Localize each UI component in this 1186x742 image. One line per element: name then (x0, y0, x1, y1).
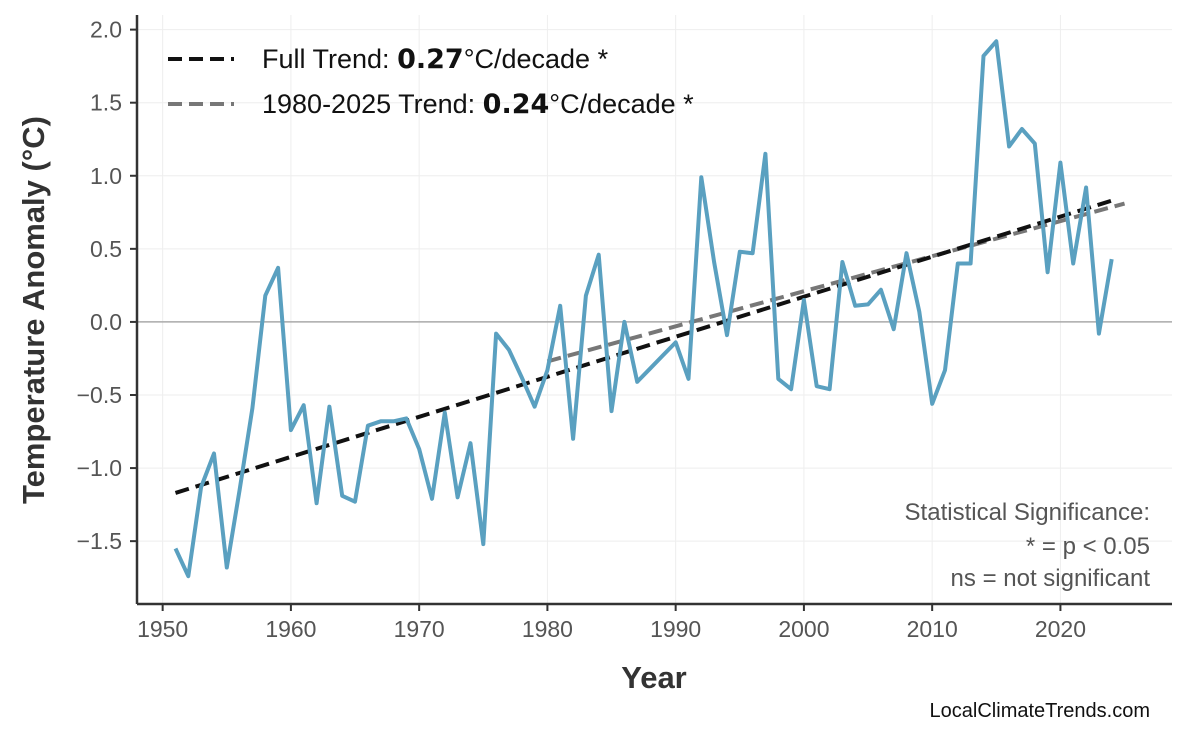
x-tick-label: 1950 (137, 616, 188, 642)
trend-lines (174, 198, 1126, 495)
y-tick-label: 2.0 (90, 17, 122, 43)
y-tick-label: −1.0 (77, 455, 122, 481)
x-tick-label: 1960 (265, 616, 316, 642)
x-ticks: 1950 1960 1970 1980 1990 2000 2010 2020 (137, 604, 1086, 642)
legend-recent-trend-label: 1980-2025 Trend: 0.24°C/decade * (262, 89, 694, 120)
legend: Full Trend: 0.27°C/decade * 1980-2025 Tr… (168, 44, 694, 120)
y-tick-label: −0.5 (77, 382, 122, 408)
x-tick-label: 2020 (1035, 616, 1086, 642)
x-axis-label: Year (621, 660, 687, 695)
site-credit: LocalClimateTrends.com (930, 700, 1150, 722)
recent-trend-line (546, 201, 1126, 364)
x-tick-label: 1970 (394, 616, 445, 642)
y-tick-label: −1.5 (77, 528, 122, 554)
x-tick-label: 1990 (650, 616, 701, 642)
y-ticks: −1.5 −1.0 −0.5 0.0 0.5 1.0 1.5 2.0 (77, 17, 137, 554)
y-tick-label: 0.0 (90, 309, 122, 335)
y-tick-label: 1.0 (90, 163, 122, 189)
significance-note-title: Statistical Significance: (905, 499, 1150, 526)
y-axis-label: Temperature Anomaly (°C) (16, 116, 51, 504)
full-trend-line (174, 198, 1113, 495)
anomaly-series-line (173, 39, 1114, 579)
x-tick-label: 2010 (907, 616, 958, 642)
x-tick-label: 1980 (522, 616, 573, 642)
significance-note-star: * = p < 0.05 (1026, 533, 1150, 560)
legend-full-trend-label: Full Trend: 0.27°C/decade * (262, 44, 609, 75)
y-tick-label: 1.5 (90, 90, 122, 116)
x-tick-label: 2000 (778, 616, 829, 642)
y-tick-label: 0.5 (90, 236, 122, 262)
significance-note-ns: ns = not significant (951, 565, 1151, 592)
significance-note: Statistical Significance: * = p < 0.05 n… (905, 499, 1151, 592)
